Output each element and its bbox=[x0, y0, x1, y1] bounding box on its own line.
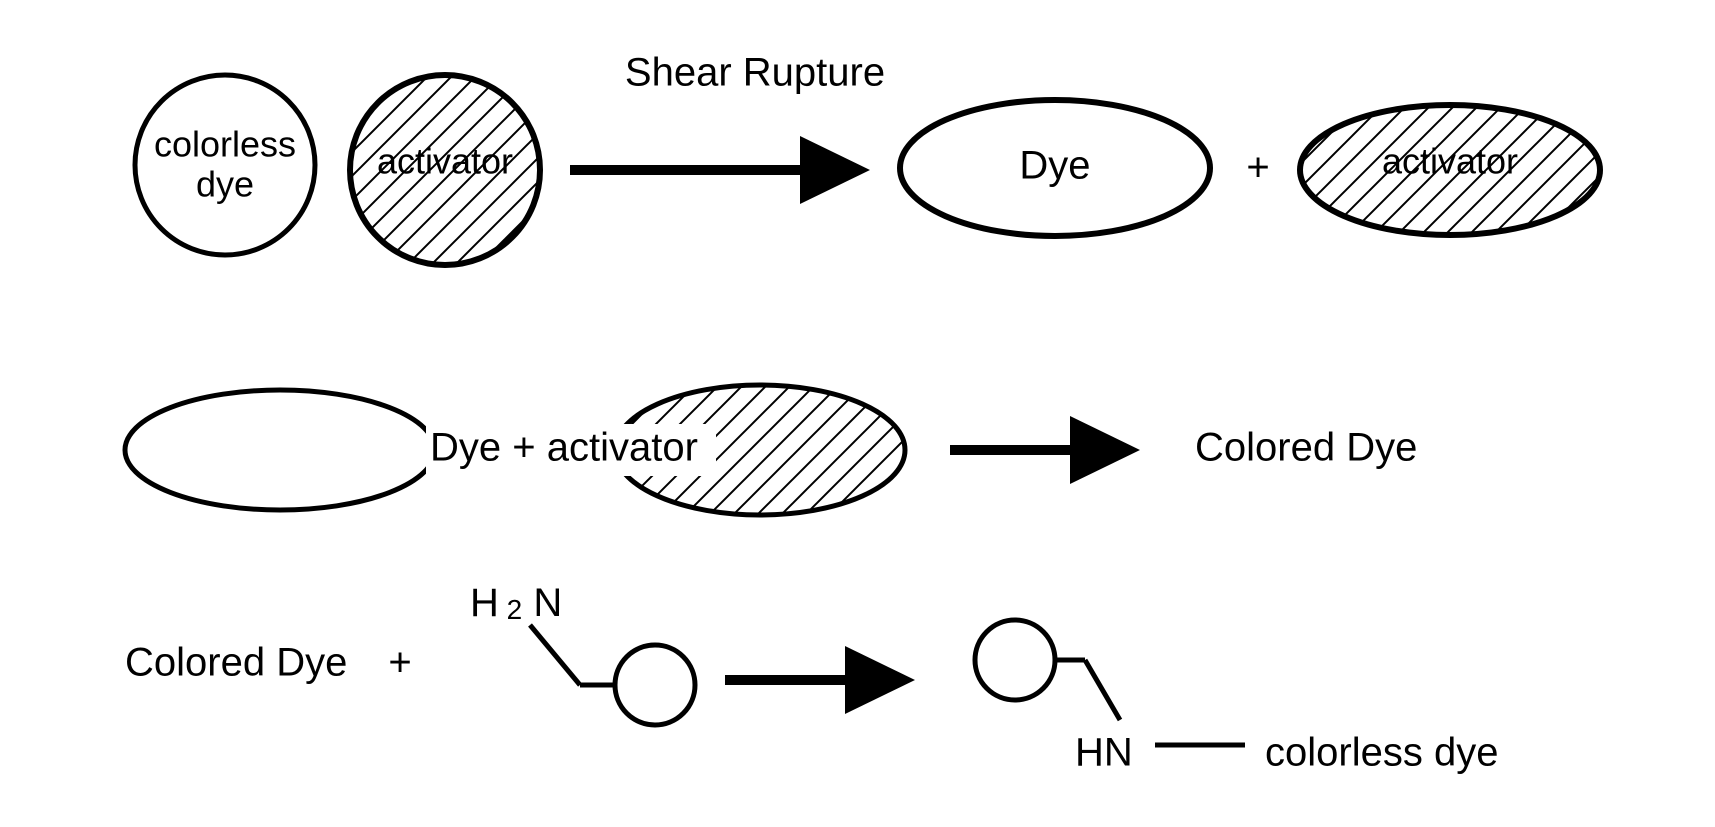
row2-arrow-head bbox=[1070, 416, 1140, 484]
particle-left-icon bbox=[615, 645, 695, 725]
shear-arrow-head bbox=[800, 136, 870, 204]
row3-arrow-head bbox=[845, 646, 915, 714]
reaction-diagram: colorlessdye activator Shear Rupture Dye + ac… bbox=[0, 0, 1715, 827]
dye-label: Dye bbox=[1019, 144, 1090, 188]
colored-dye-label: Colored Dye bbox=[1195, 426, 1417, 470]
amine-bond-1 bbox=[530, 625, 580, 685]
row3-colored-dye-label: Colored Dye bbox=[125, 641, 347, 685]
plus-sign-3: + bbox=[388, 641, 411, 685]
activator-ellipse-label: activator bbox=[1382, 141, 1518, 182]
plus-sign-1: + bbox=[1246, 146, 1269, 190]
h2n-label: H 2 N bbox=[470, 581, 562, 626]
shear-rupture-label: Shear Rupture bbox=[625, 51, 885, 95]
product-bond-2 bbox=[1085, 660, 1120, 720]
activator-label: activator bbox=[377, 141, 513, 182]
colorless-dye-label-2: dye bbox=[196, 164, 254, 205]
particle-right-icon bbox=[975, 620, 1055, 700]
row2-ellipse-left bbox=[125, 390, 435, 510]
colorless-dye-result-label: colorless dye bbox=[1265, 731, 1498, 775]
colorless-dye-label-1: colorless bbox=[154, 124, 296, 165]
dye-plus-activator-label: Dye + activator bbox=[430, 426, 698, 470]
hn-label: HN bbox=[1075, 731, 1133, 775]
